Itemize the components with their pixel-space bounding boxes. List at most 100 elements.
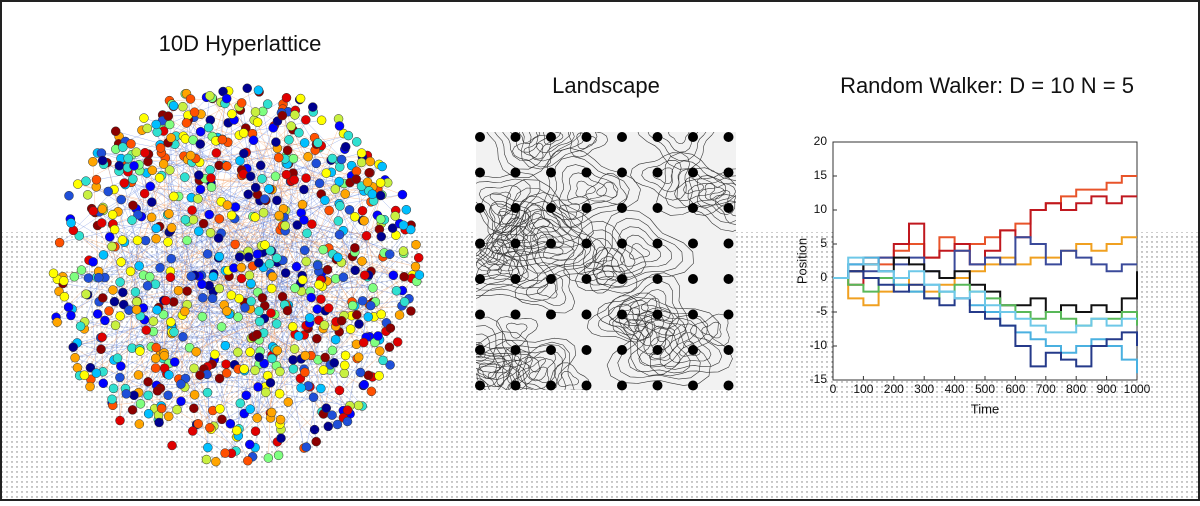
node — [377, 232, 386, 241]
node — [386, 324, 395, 333]
node — [340, 369, 349, 378]
node — [313, 305, 322, 314]
x-tick-label: 800 — [1066, 382, 1086, 396]
node — [132, 305, 141, 314]
node — [152, 120, 161, 129]
node — [211, 457, 220, 466]
node — [364, 371, 373, 380]
node — [260, 240, 269, 249]
node — [337, 316, 346, 325]
node — [157, 404, 166, 413]
node — [368, 190, 377, 199]
node — [256, 161, 265, 170]
node — [321, 353, 330, 362]
site — [475, 345, 485, 355]
node — [212, 148, 221, 157]
node — [139, 114, 148, 123]
node — [64, 303, 73, 312]
node — [124, 154, 133, 163]
node — [97, 345, 106, 354]
node — [275, 389, 284, 398]
node — [105, 232, 114, 241]
node — [93, 309, 102, 318]
panel-title: Landscape — [552, 73, 660, 98]
node — [227, 291, 236, 300]
node — [268, 354, 277, 363]
node — [232, 426, 241, 435]
node — [71, 353, 80, 362]
y-tick-label: 0 — [820, 270, 827, 284]
node — [313, 261, 322, 270]
node — [272, 196, 281, 205]
site — [582, 203, 592, 213]
node — [217, 415, 226, 424]
node — [198, 312, 207, 321]
site — [475, 239, 485, 249]
node — [167, 254, 176, 263]
node — [320, 321, 329, 330]
node — [104, 306, 113, 315]
node — [310, 425, 319, 434]
node — [206, 165, 215, 174]
y-tick-label: -15 — [810, 372, 828, 386]
node — [368, 283, 377, 292]
node — [309, 393, 318, 402]
node — [300, 246, 309, 255]
node — [319, 245, 328, 254]
site — [653, 168, 663, 178]
node — [135, 347, 144, 356]
site — [511, 239, 521, 249]
node — [88, 157, 97, 166]
site — [617, 345, 627, 355]
site — [724, 345, 734, 355]
site — [546, 274, 556, 284]
node — [340, 361, 349, 370]
node — [128, 216, 137, 225]
node — [84, 274, 93, 283]
node — [115, 161, 124, 170]
node — [355, 320, 364, 329]
node — [169, 192, 178, 201]
node — [298, 275, 307, 284]
node — [194, 419, 203, 428]
node — [196, 127, 205, 136]
node — [377, 310, 386, 319]
node — [135, 420, 144, 429]
node — [76, 322, 85, 331]
site — [724, 168, 734, 178]
x-tick-label: 1000 — [1124, 382, 1151, 396]
x-tick-label: 900 — [1097, 382, 1117, 396]
node — [186, 151, 195, 160]
node — [294, 332, 303, 341]
node — [160, 351, 169, 360]
node — [156, 143, 165, 152]
node — [92, 369, 101, 378]
node — [278, 111, 287, 120]
node — [366, 301, 375, 310]
site — [511, 345, 521, 355]
node — [281, 268, 290, 277]
node — [215, 252, 224, 261]
node — [223, 201, 232, 210]
site — [653, 310, 663, 320]
node — [344, 131, 353, 140]
node — [178, 102, 187, 111]
node — [245, 440, 254, 449]
site — [724, 310, 734, 320]
node — [251, 427, 260, 436]
node — [385, 343, 394, 352]
node — [328, 346, 337, 355]
node — [196, 185, 205, 194]
node — [366, 157, 375, 166]
node — [237, 274, 246, 283]
node — [376, 215, 385, 224]
node — [260, 195, 269, 204]
node — [354, 353, 363, 362]
node — [320, 196, 329, 205]
node — [67, 218, 76, 227]
node — [271, 172, 280, 181]
node — [356, 368, 365, 377]
node — [118, 236, 127, 245]
node — [251, 213, 260, 222]
node — [206, 228, 215, 237]
